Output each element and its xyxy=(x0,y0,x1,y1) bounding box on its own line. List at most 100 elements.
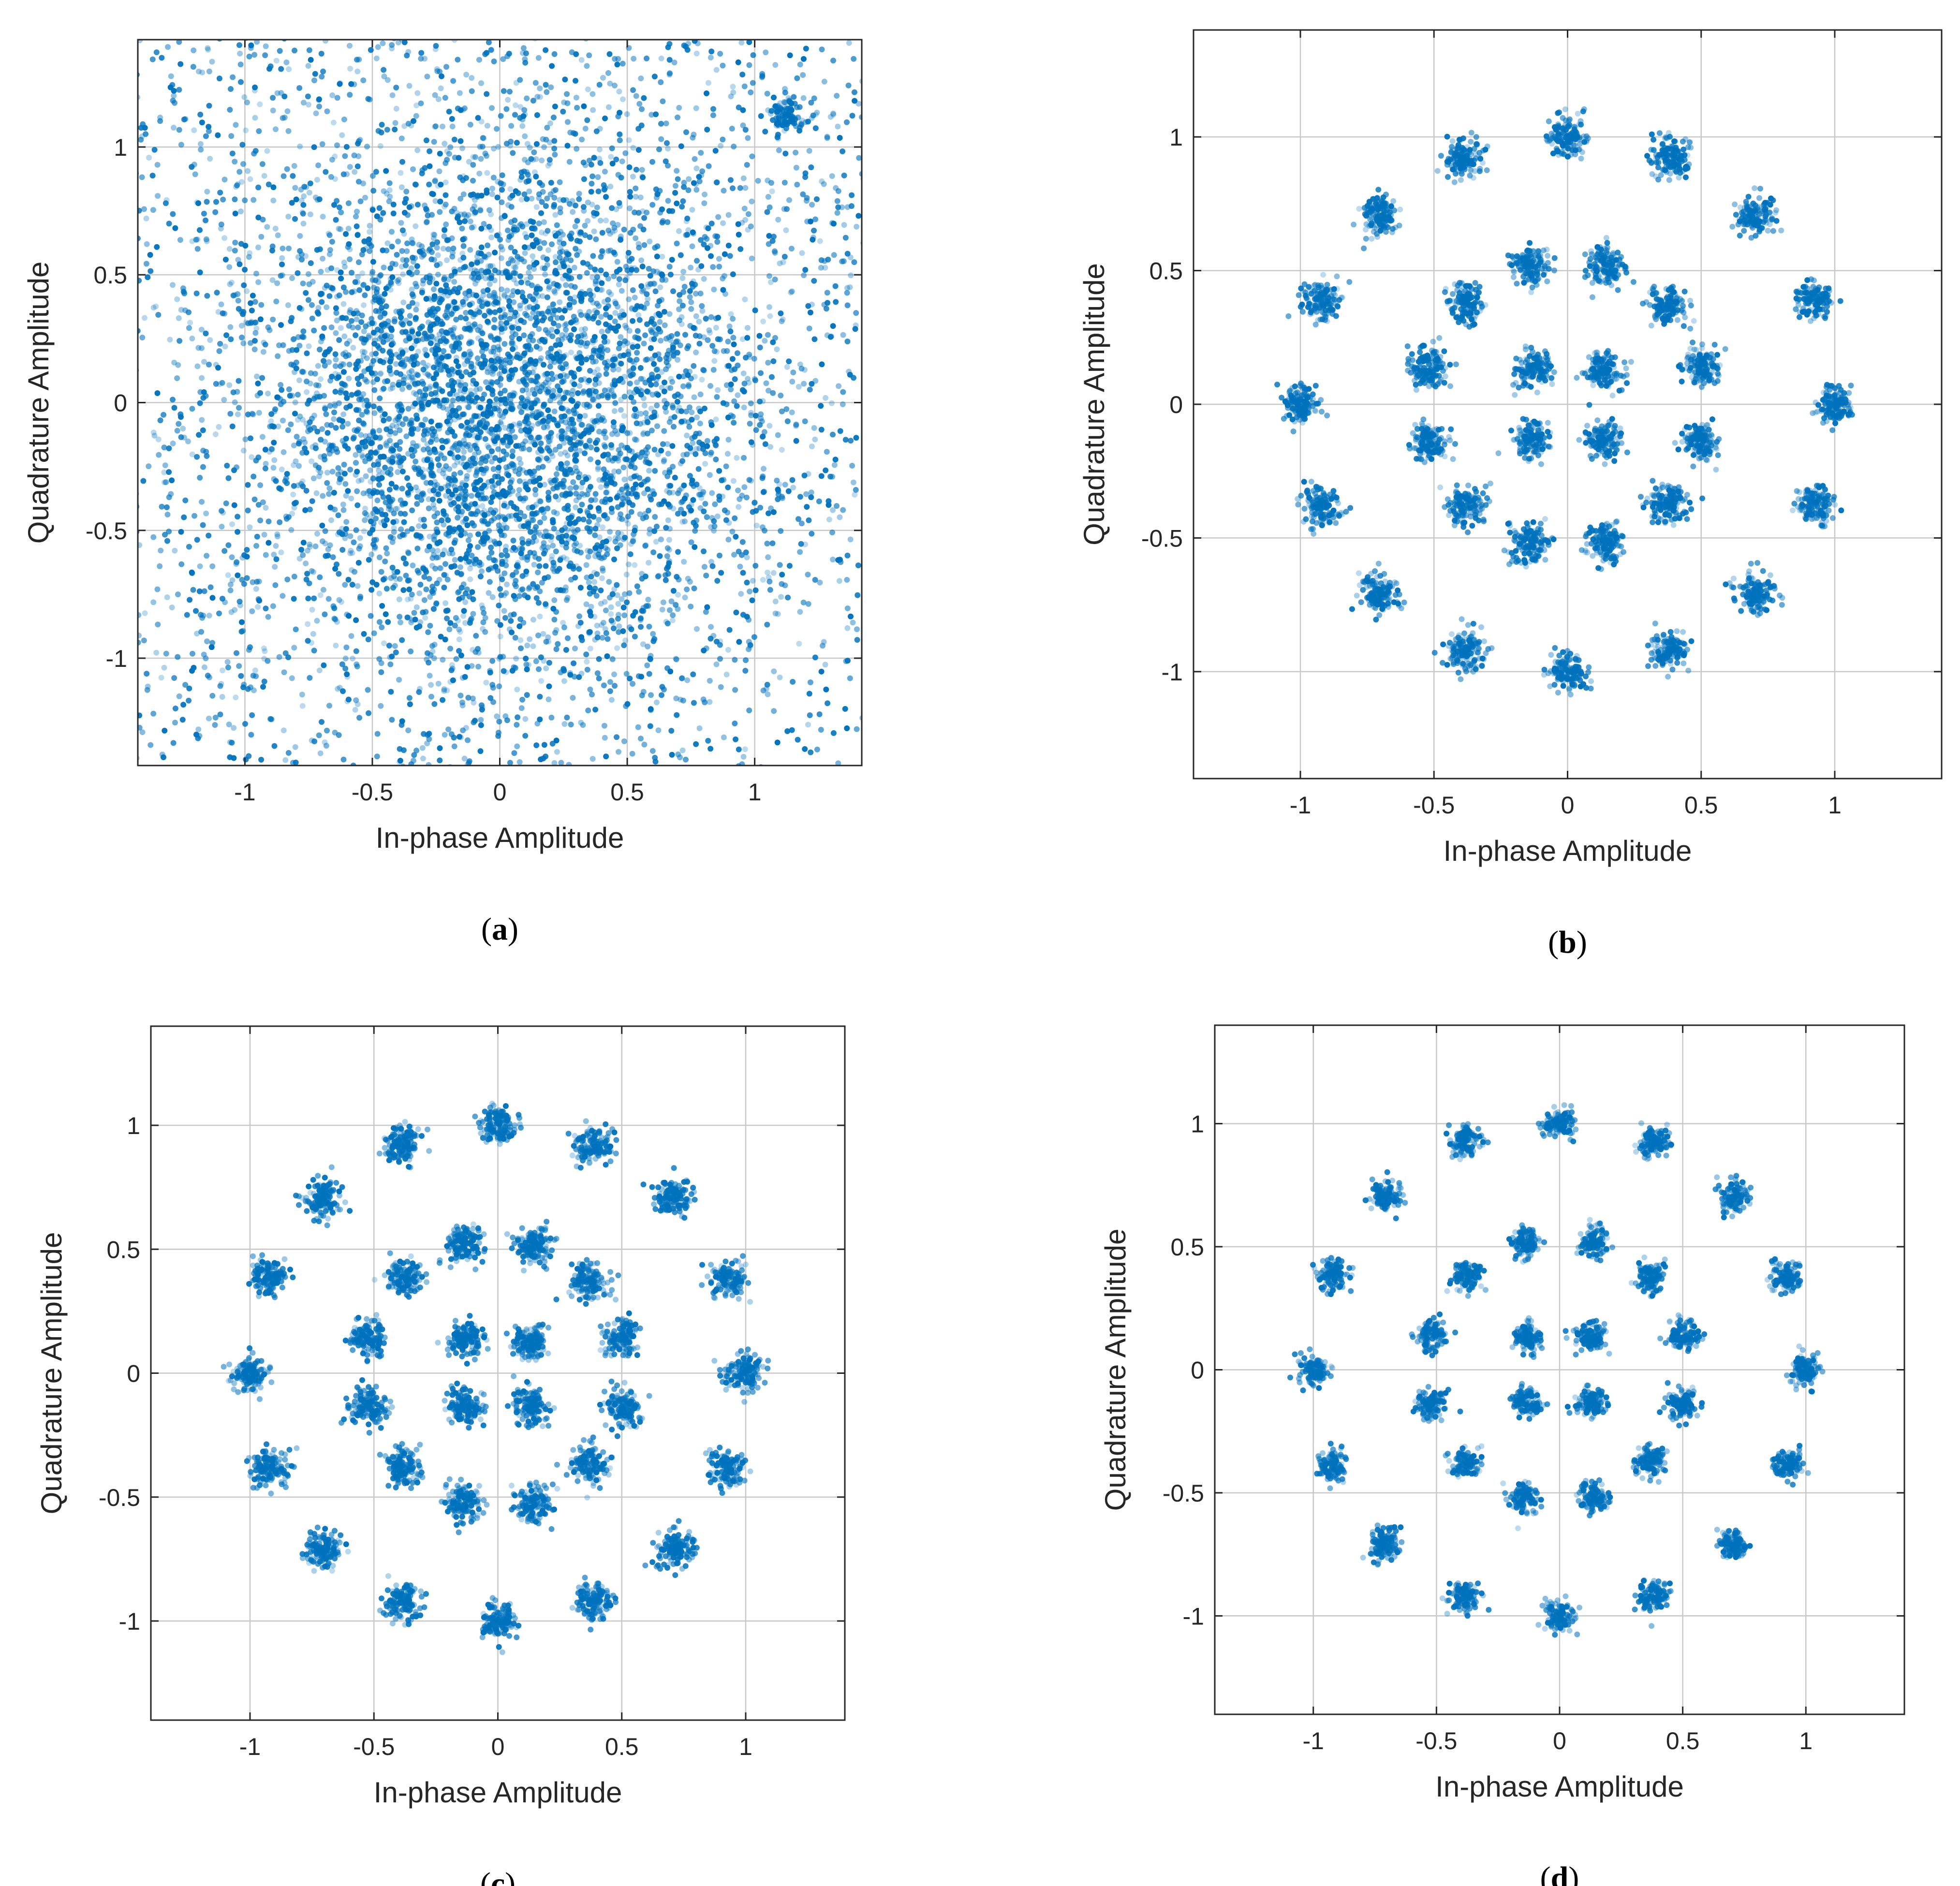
data-point xyxy=(354,701,361,707)
data-point xyxy=(853,487,859,493)
data-point xyxy=(480,135,486,141)
data-point xyxy=(777,674,783,680)
data-point xyxy=(777,562,783,568)
data-point xyxy=(573,317,579,323)
data-point xyxy=(555,230,561,236)
data-point xyxy=(866,567,871,573)
data-point xyxy=(498,244,504,250)
data-point xyxy=(359,452,365,458)
data-point xyxy=(586,403,592,409)
data-point xyxy=(468,351,474,357)
data-point xyxy=(281,93,288,100)
data-point xyxy=(707,383,713,389)
data-point xyxy=(737,246,744,252)
data-point xyxy=(281,115,288,121)
data-point xyxy=(478,156,484,162)
data-point xyxy=(567,201,573,207)
data-point xyxy=(500,439,506,445)
data-point xyxy=(486,566,492,573)
data-point xyxy=(492,558,499,564)
data-point xyxy=(479,503,486,509)
data-point xyxy=(316,103,322,110)
data-point xyxy=(510,390,516,396)
data-point xyxy=(681,283,688,290)
data-point xyxy=(431,533,437,540)
data-point xyxy=(529,504,535,510)
data-point xyxy=(556,307,562,313)
data-point xyxy=(311,144,317,150)
data-point xyxy=(647,238,653,245)
data-point xyxy=(541,240,547,246)
data-point xyxy=(464,473,470,479)
data-point xyxy=(268,418,274,425)
data-point xyxy=(809,530,815,537)
data-point xyxy=(766,273,772,279)
data-point xyxy=(379,475,385,481)
data-point xyxy=(560,396,566,402)
data-point xyxy=(615,493,621,499)
data-point xyxy=(537,238,543,245)
data-point xyxy=(340,507,347,513)
data-point xyxy=(325,231,332,237)
data-point xyxy=(497,30,503,36)
data-point xyxy=(536,326,542,332)
data-point xyxy=(560,554,567,560)
data-point xyxy=(339,132,345,138)
data-point xyxy=(420,755,426,762)
data-point xyxy=(516,336,522,342)
data-point xyxy=(585,261,590,267)
data-point xyxy=(470,611,476,617)
data-point xyxy=(273,556,280,562)
data-point xyxy=(507,760,513,766)
data-point xyxy=(536,434,543,441)
data-point xyxy=(591,228,597,235)
data-point xyxy=(610,473,616,479)
data-point xyxy=(369,173,376,179)
data-point xyxy=(537,180,543,186)
data-point xyxy=(291,362,297,368)
data-point xyxy=(157,417,163,424)
data-point xyxy=(534,112,540,118)
data-point xyxy=(659,277,665,283)
data-point xyxy=(209,595,216,601)
data-point xyxy=(634,379,640,385)
data-point xyxy=(811,227,817,234)
data-point xyxy=(614,645,620,651)
data-point xyxy=(195,726,202,733)
data-point xyxy=(476,305,483,311)
data-point xyxy=(413,484,419,490)
data-point xyxy=(186,685,192,692)
data-point xyxy=(264,224,270,230)
data-point xyxy=(388,481,395,487)
data-point xyxy=(361,528,367,534)
data-point xyxy=(704,443,710,449)
data-point xyxy=(262,648,268,654)
data-point xyxy=(528,434,534,441)
data-point xyxy=(485,369,491,375)
data-point xyxy=(847,371,853,378)
data-point xyxy=(347,66,354,72)
data-point xyxy=(768,180,774,186)
data-point xyxy=(436,331,442,338)
data-point xyxy=(693,105,699,111)
data-point xyxy=(182,682,189,688)
data-point xyxy=(240,161,246,167)
data-point xyxy=(544,262,550,268)
data-point xyxy=(427,327,433,334)
data-point xyxy=(715,214,722,220)
data-point xyxy=(634,328,641,334)
data-point xyxy=(550,301,556,308)
data-point xyxy=(678,252,684,258)
data-point xyxy=(751,634,757,640)
data-point xyxy=(622,444,628,451)
data-point xyxy=(498,180,504,186)
data-point xyxy=(533,742,540,749)
data-point xyxy=(689,206,695,213)
data-point xyxy=(559,332,565,338)
data-point xyxy=(616,276,622,282)
data-point xyxy=(476,434,483,441)
data-point xyxy=(709,343,716,349)
data-point xyxy=(328,517,334,523)
data-point xyxy=(583,40,589,42)
data-point xyxy=(460,455,466,461)
